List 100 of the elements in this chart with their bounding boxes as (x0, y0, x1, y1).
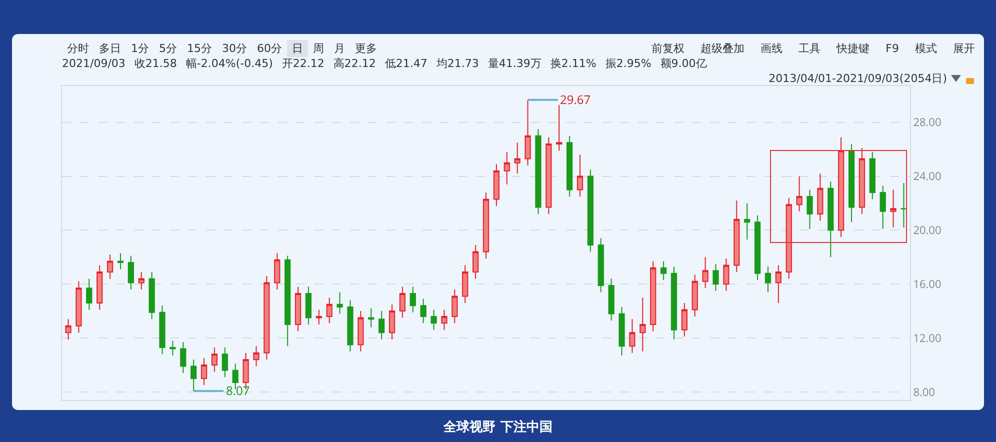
text: 模式 (914, 41, 938, 57)
candlestick (504, 152, 510, 185)
candlestick (128, 255, 134, 290)
candlestick (608, 278, 614, 321)
candlestick (890, 189, 896, 228)
candlestick (838, 136, 844, 238)
candlestick (336, 292, 343, 314)
text: 更多 (354, 41, 378, 57)
candlestick (284, 255, 291, 347)
text: 展开 (952, 41, 976, 57)
candlestick (734, 200, 740, 272)
candlestick (723, 258, 730, 292)
candlestick (399, 286, 406, 318)
candlestick (274, 252, 280, 290)
text: 额9.00亿 (660, 56, 707, 71)
candlestick (305, 286, 312, 326)
candlestick (472, 244, 479, 280)
candlestick (629, 318, 636, 354)
candlestick (524, 99, 531, 166)
candlestick (514, 142, 520, 174)
text: 全球视野 下注中国 (444, 418, 552, 436)
candlestick (180, 342, 186, 374)
candlestick (640, 297, 646, 352)
text: 1分 (130, 41, 150, 57)
candlestick (106, 254, 114, 280)
y-tick-label: 12.00 (913, 330, 942, 346)
candlestick (316, 309, 322, 326)
candlestick (420, 298, 426, 324)
candlestick (702, 256, 708, 289)
candlestick (650, 260, 656, 332)
candlestick (660, 260, 667, 281)
candlestick (806, 189, 813, 230)
candlestick (117, 252, 124, 270)
candlestick (744, 202, 750, 240)
candlestick (848, 143, 855, 223)
candlestick (222, 346, 228, 378)
candlestick (493, 164, 500, 206)
text: 换2.11% (550, 56, 596, 71)
candlestick (670, 266, 678, 340)
text: 量41.39万 (488, 56, 542, 71)
candlestick (65, 318, 72, 340)
candlestick (388, 304, 396, 340)
candlestick (754, 214, 761, 281)
candlestick (200, 358, 208, 386)
candlestick (410, 286, 416, 313)
candlestick (452, 288, 458, 324)
text: 5分 (158, 41, 178, 57)
annotation: 29.67 (560, 91, 591, 108)
y-tick-label: 8.00 (913, 384, 935, 400)
candlestick (712, 263, 719, 292)
text: 30分 (221, 41, 248, 57)
candlestick (576, 154, 584, 198)
candlestick (880, 185, 886, 230)
text: 60分 (256, 41, 283, 57)
text: 均21.73 (436, 56, 479, 71)
text: 振2.95% (605, 56, 652, 71)
text: 收21.58 (134, 56, 177, 71)
candlestick (566, 135, 573, 198)
candlestick (786, 197, 792, 280)
y-tick-label: 24.00 (913, 169, 942, 184)
candlestick (368, 308, 374, 328)
candlestick (546, 136, 552, 215)
candlestick (358, 310, 364, 352)
candlestick (148, 271, 155, 320)
candlestick (587, 169, 594, 252)
text: 多日 (98, 41, 122, 57)
candlestick (817, 173, 824, 222)
text: 前复权 (650, 41, 686, 57)
text: 月 (333, 41, 346, 57)
candlestick (556, 104, 562, 152)
text: 幅-2.04%(-0.45) (186, 56, 273, 71)
candlestick (211, 346, 218, 372)
candlestick (681, 302, 688, 338)
y-tick-label: 16.00 (913, 276, 942, 292)
candlestick (96, 264, 103, 310)
text: 2013/04/01-2021/09/03(2054日) (768, 71, 947, 86)
text: 快捷键 (835, 41, 871, 57)
candlestick (900, 182, 907, 228)
candlestick (76, 280, 82, 334)
text: 画线 (760, 41, 784, 57)
candlestick (294, 286, 302, 332)
text: 低21.47 (384, 56, 428, 71)
text: F9 (884, 41, 900, 56)
text: 分时 (66, 41, 90, 57)
candlestick (764, 266, 772, 293)
text: 开22.12 (282, 56, 324, 71)
y-tick-label: 20.00 (913, 223, 942, 238)
y-tick-label: 28.00 (913, 115, 942, 130)
candlestick (86, 278, 92, 310)
candlestick (378, 310, 385, 340)
candlestick (598, 238, 604, 293)
text: 高22.12 (333, 56, 376, 71)
candlestick (858, 147, 866, 215)
candlestick (535, 128, 542, 215)
candlestick (618, 306, 625, 356)
candlestick (692, 274, 698, 317)
text: 超级叠加 (700, 41, 746, 57)
text: 15分 (186, 41, 213, 57)
candlestick (347, 300, 354, 352)
candlestick (190, 359, 197, 392)
